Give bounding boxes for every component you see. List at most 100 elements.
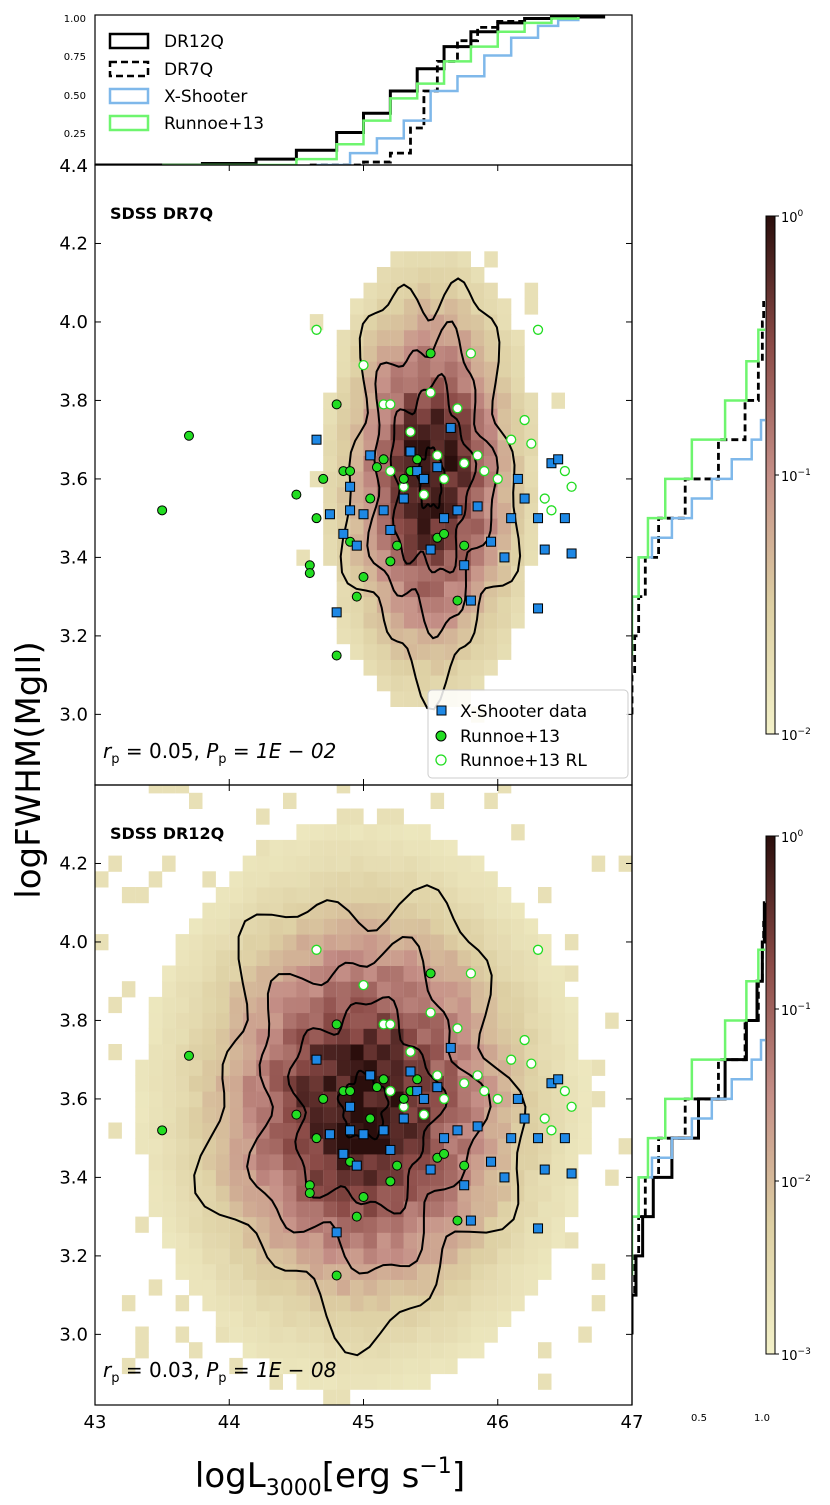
density-cell bbox=[189, 1012, 203, 1029]
density-cell bbox=[296, 918, 310, 935]
runnoe-point bbox=[318, 473, 329, 484]
density-cell bbox=[457, 871, 471, 888]
xshooter-point bbox=[452, 505, 463, 516]
density-cell bbox=[189, 918, 203, 935]
xshooter-point bbox=[506, 1133, 517, 1144]
density-cell bbox=[444, 298, 458, 315]
panel-title-dr12q: SDSS DR12Q bbox=[110, 824, 224, 843]
density-cell bbox=[430, 1342, 445, 1359]
density-cell bbox=[376, 824, 391, 841]
x-tick-label: 45 bbox=[352, 1412, 375, 1433]
density-cell bbox=[229, 902, 243, 919]
runnoe-point bbox=[385, 1176, 396, 1187]
density-cell bbox=[323, 949, 337, 966]
density-cell bbox=[202, 981, 216, 998]
density-cell bbox=[309, 1248, 324, 1265]
density-cell bbox=[538, 1091, 552, 1108]
density-cell bbox=[283, 1044, 297, 1061]
density-cell bbox=[350, 1028, 364, 1045]
density-cell bbox=[538, 1263, 552, 1280]
density-cell bbox=[202, 1044, 216, 1061]
xshooter-point bbox=[324, 509, 335, 520]
density-cell bbox=[175, 1138, 190, 1155]
runnoe-point bbox=[318, 1093, 329, 1104]
density-cell bbox=[578, 1075, 592, 1092]
density-cell bbox=[296, 839, 310, 857]
density-cell bbox=[538, 965, 552, 982]
density-cell bbox=[350, 628, 364, 645]
density-cell bbox=[242, 1122, 257, 1139]
density-cell bbox=[202, 902, 216, 919]
density-cell bbox=[390, 1373, 404, 1390]
density-cell bbox=[484, 1295, 498, 1312]
side-tick-label: 1.0 bbox=[754, 1413, 770, 1424]
density-cell bbox=[511, 902, 525, 919]
density-cell bbox=[121, 887, 136, 904]
density-cell bbox=[470, 1310, 485, 1327]
density-cell bbox=[484, 918, 498, 935]
density-cell bbox=[403, 1310, 418, 1327]
density-cell bbox=[497, 1310, 512, 1327]
density-cell bbox=[376, 376, 391, 394]
density-cell bbox=[296, 1248, 310, 1265]
density-cell bbox=[430, 981, 445, 998]
density-cell bbox=[242, 1200, 257, 1218]
density-cell bbox=[524, 1185, 539, 1202]
runnoe-rl-point bbox=[532, 324, 544, 335]
density-cell bbox=[350, 902, 364, 919]
density-cell bbox=[323, 1106, 337, 1123]
density-cell bbox=[269, 887, 283, 904]
cbar-exp: 0 bbox=[798, 829, 804, 839]
density-cell bbox=[363, 1200, 377, 1218]
runnoe-rl-point bbox=[418, 489, 430, 500]
density-cell bbox=[256, 1200, 270, 1218]
density-cell bbox=[591, 855, 606, 872]
points-dr12q bbox=[157, 944, 577, 1281]
density-cell bbox=[350, 808, 364, 825]
density-cell bbox=[229, 1012, 243, 1029]
density-cell bbox=[269, 981, 283, 998]
density-cell bbox=[202, 1295, 216, 1312]
density-cell bbox=[417, 424, 431, 441]
density-cell bbox=[269, 855, 283, 872]
density-cell bbox=[283, 1091, 297, 1108]
density-cell bbox=[135, 1138, 149, 1155]
density-cell bbox=[444, 580, 458, 598]
contour-line bbox=[366, 320, 499, 640]
density-cell bbox=[444, 1059, 458, 1076]
runnoe-point bbox=[345, 1086, 356, 1097]
density-cell bbox=[470, 918, 485, 935]
density-cell bbox=[524, 549, 539, 566]
density-cell bbox=[95, 871, 109, 888]
density-cell bbox=[457, 1232, 471, 1249]
xshooter-point bbox=[486, 1156, 497, 1167]
runnoe-point bbox=[385, 556, 396, 567]
density-cell bbox=[403, 1216, 418, 1233]
density-cell bbox=[390, 1216, 404, 1233]
density-cell bbox=[430, 251, 445, 268]
density-cell bbox=[229, 918, 243, 935]
density-cell bbox=[484, 887, 498, 904]
density-cell bbox=[551, 1153, 565, 1171]
density-cell bbox=[417, 251, 431, 268]
xshooter-point bbox=[345, 1125, 356, 1136]
runnoe-rl-point bbox=[385, 1085, 396, 1097]
density-cell bbox=[551, 1200, 565, 1218]
density-cell bbox=[470, 887, 485, 904]
density-cell bbox=[269, 934, 283, 951]
density-cell bbox=[524, 1200, 539, 1218]
density-cell bbox=[470, 675, 485, 692]
density-cell bbox=[309, 1091, 324, 1108]
density-cell bbox=[162, 1185, 176, 1202]
runnoe-point bbox=[439, 528, 450, 539]
density-cell bbox=[363, 824, 377, 841]
density-cell bbox=[390, 1295, 404, 1312]
density-cell bbox=[189, 1342, 203, 1359]
density-cell bbox=[336, 1028, 351, 1045]
density-cell bbox=[229, 1185, 243, 1202]
xshooter-point bbox=[324, 1129, 335, 1140]
density-cell bbox=[403, 1279, 418, 1296]
density-cell bbox=[175, 949, 190, 966]
density-cell bbox=[551, 1185, 565, 1202]
cbar-label-top: 100 bbox=[781, 209, 804, 226]
